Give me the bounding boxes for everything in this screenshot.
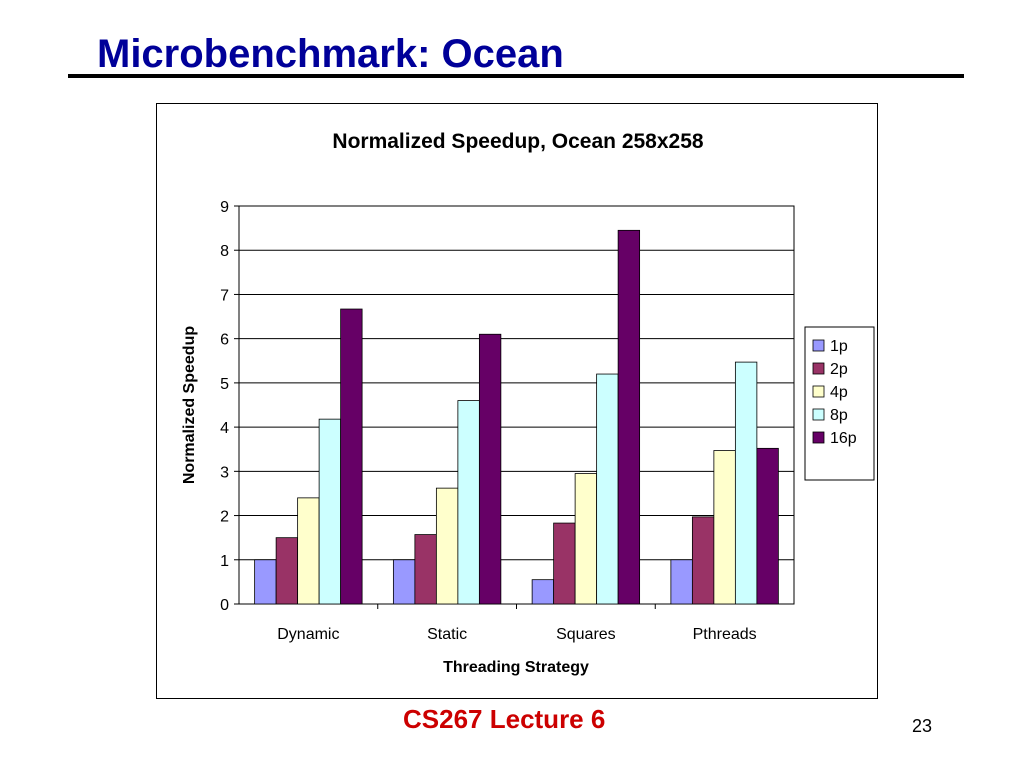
legend-swatch-8p: [812, 408, 825, 421]
y-tick-label: 8: [220, 243, 229, 260]
bar-1p-pthreads: [670, 559, 693, 605]
bar-1p-dynamic: [254, 559, 277, 605]
bar-8p-dynamic: [318, 418, 342, 605]
bar-2p-pthreads: [691, 516, 715, 605]
legend-label-16p: 16p: [830, 430, 857, 447]
x-tick-label: Squares: [556, 626, 616, 643]
bar-16p-squares: [617, 229, 641, 605]
legend-label-2p: 2p: [830, 361, 848, 378]
y-tick-label: 1: [220, 553, 229, 570]
x-tick-label: Dynamic: [277, 626, 339, 643]
x-axis-ticks: Dynamic Static Squares Pthreads: [277, 604, 757, 643]
legend-swatch-16p: [812, 431, 825, 444]
title-underline: [68, 74, 964, 78]
x-tick-label: Pthreads: [693, 626, 757, 643]
legend: 1p 2p 4p 8p 16p: [804, 326, 875, 481]
footer-lecture: CS267 Lecture 6: [403, 704, 606, 734]
bar-4p-dynamic: [297, 497, 320, 605]
x-axis-label: Threading Strategy: [443, 659, 589, 676]
bar-2p-static: [414, 534, 437, 605]
x-tick-label: Static: [427, 626, 467, 643]
bar-8p-static: [457, 400, 480, 605]
legend-swatch-2p: [812, 362, 825, 375]
y-tick-label: 6: [220, 332, 229, 349]
legend-label-4p: 4p: [830, 384, 848, 401]
y-axis-label: Normalized Speedup: [181, 326, 198, 484]
bar-2p-squares: [553, 522, 576, 605]
y-tick-label: 5: [220, 376, 229, 393]
bar-8p-squares: [596, 373, 619, 605]
bar-16p-pthreads: [756, 447, 779, 605]
y-tick-label: 7: [220, 287, 229, 304]
y-tick-label: 3: [220, 464, 229, 481]
bar-16p-static: [478, 333, 502, 605]
bar-2p-dynamic: [275, 537, 299, 605]
y-axis-ticks: 0 1 2 3 4 5 6 7 8 9: [220, 199, 239, 614]
bar-1p-squares: [531, 579, 555, 605]
chart-title: Normalized Speedup, Ocean 258x258: [332, 130, 703, 153]
y-tick-label: 0: [220, 597, 229, 614]
page-number: 23: [912, 716, 933, 736]
slide-title: Microbenchmark: Ocean: [97, 32, 564, 76]
legend-box: [804, 326, 875, 481]
bar-4p-static: [435, 487, 459, 605]
bar-4p-pthreads: [713, 450, 736, 605]
bar-4p-squares: [574, 473, 598, 605]
legend-swatch-1p: [812, 339, 825, 352]
y-tick-label: 2: [220, 509, 229, 526]
y-tick-label: 4: [220, 420, 229, 437]
bar-16p-dynamic: [340, 308, 363, 605]
legend-label-1p: 1p: [830, 338, 848, 355]
y-tick-label: 9: [220, 199, 229, 216]
legend-swatch-4p: [812, 385, 825, 398]
bar-1p-static: [392, 559, 416, 605]
bars: [254, 229, 779, 605]
legend-label-8p: 8p: [830, 407, 848, 424]
bar-8p-pthreads: [734, 361, 758, 605]
